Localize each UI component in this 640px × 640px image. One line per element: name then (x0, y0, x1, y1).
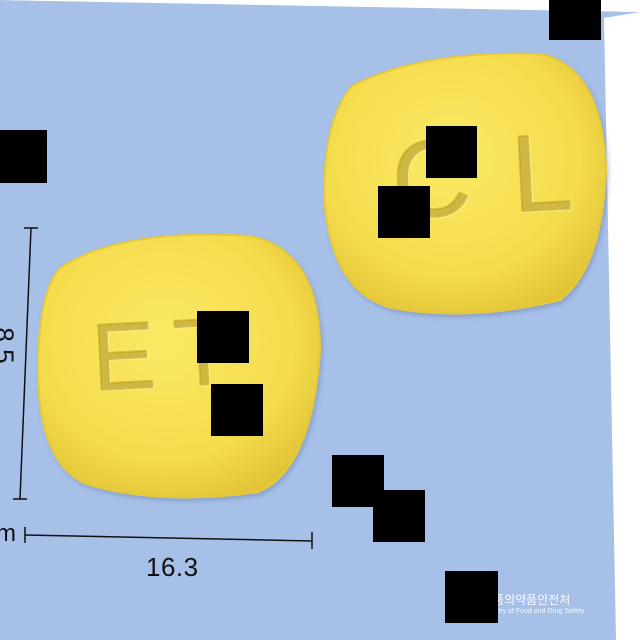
redaction-block (445, 571, 498, 623)
redaction-block (373, 490, 425, 542)
unit-label: m (0, 520, 16, 547)
redaction-block (549, 0, 601, 40)
height-dimension-line (13, 227, 38, 500)
redaction-block (426, 126, 477, 178)
width-measurement-label: 16.3 (146, 552, 199, 582)
white-strip-right (604, 12, 640, 640)
redaction-block (378, 186, 430, 238)
watermark-english-text: Ministry of Food and Drug Safety (482, 608, 585, 615)
white-corner-top (0, 0, 640, 12)
pill-back-shape (322, 52, 608, 315)
width-dimension-line (24, 527, 313, 549)
redaction-block (197, 311, 249, 363)
watermark-korean-text: 식품의약품안전처 (482, 593, 571, 607)
height-measurement-label: 8.5 (0, 327, 20, 364)
redaction-block (211, 384, 263, 436)
redaction-block (0, 130, 47, 183)
mfds-watermark: 식품의약품안전처 Ministry of Food and Drug Safet… (482, 594, 584, 615)
